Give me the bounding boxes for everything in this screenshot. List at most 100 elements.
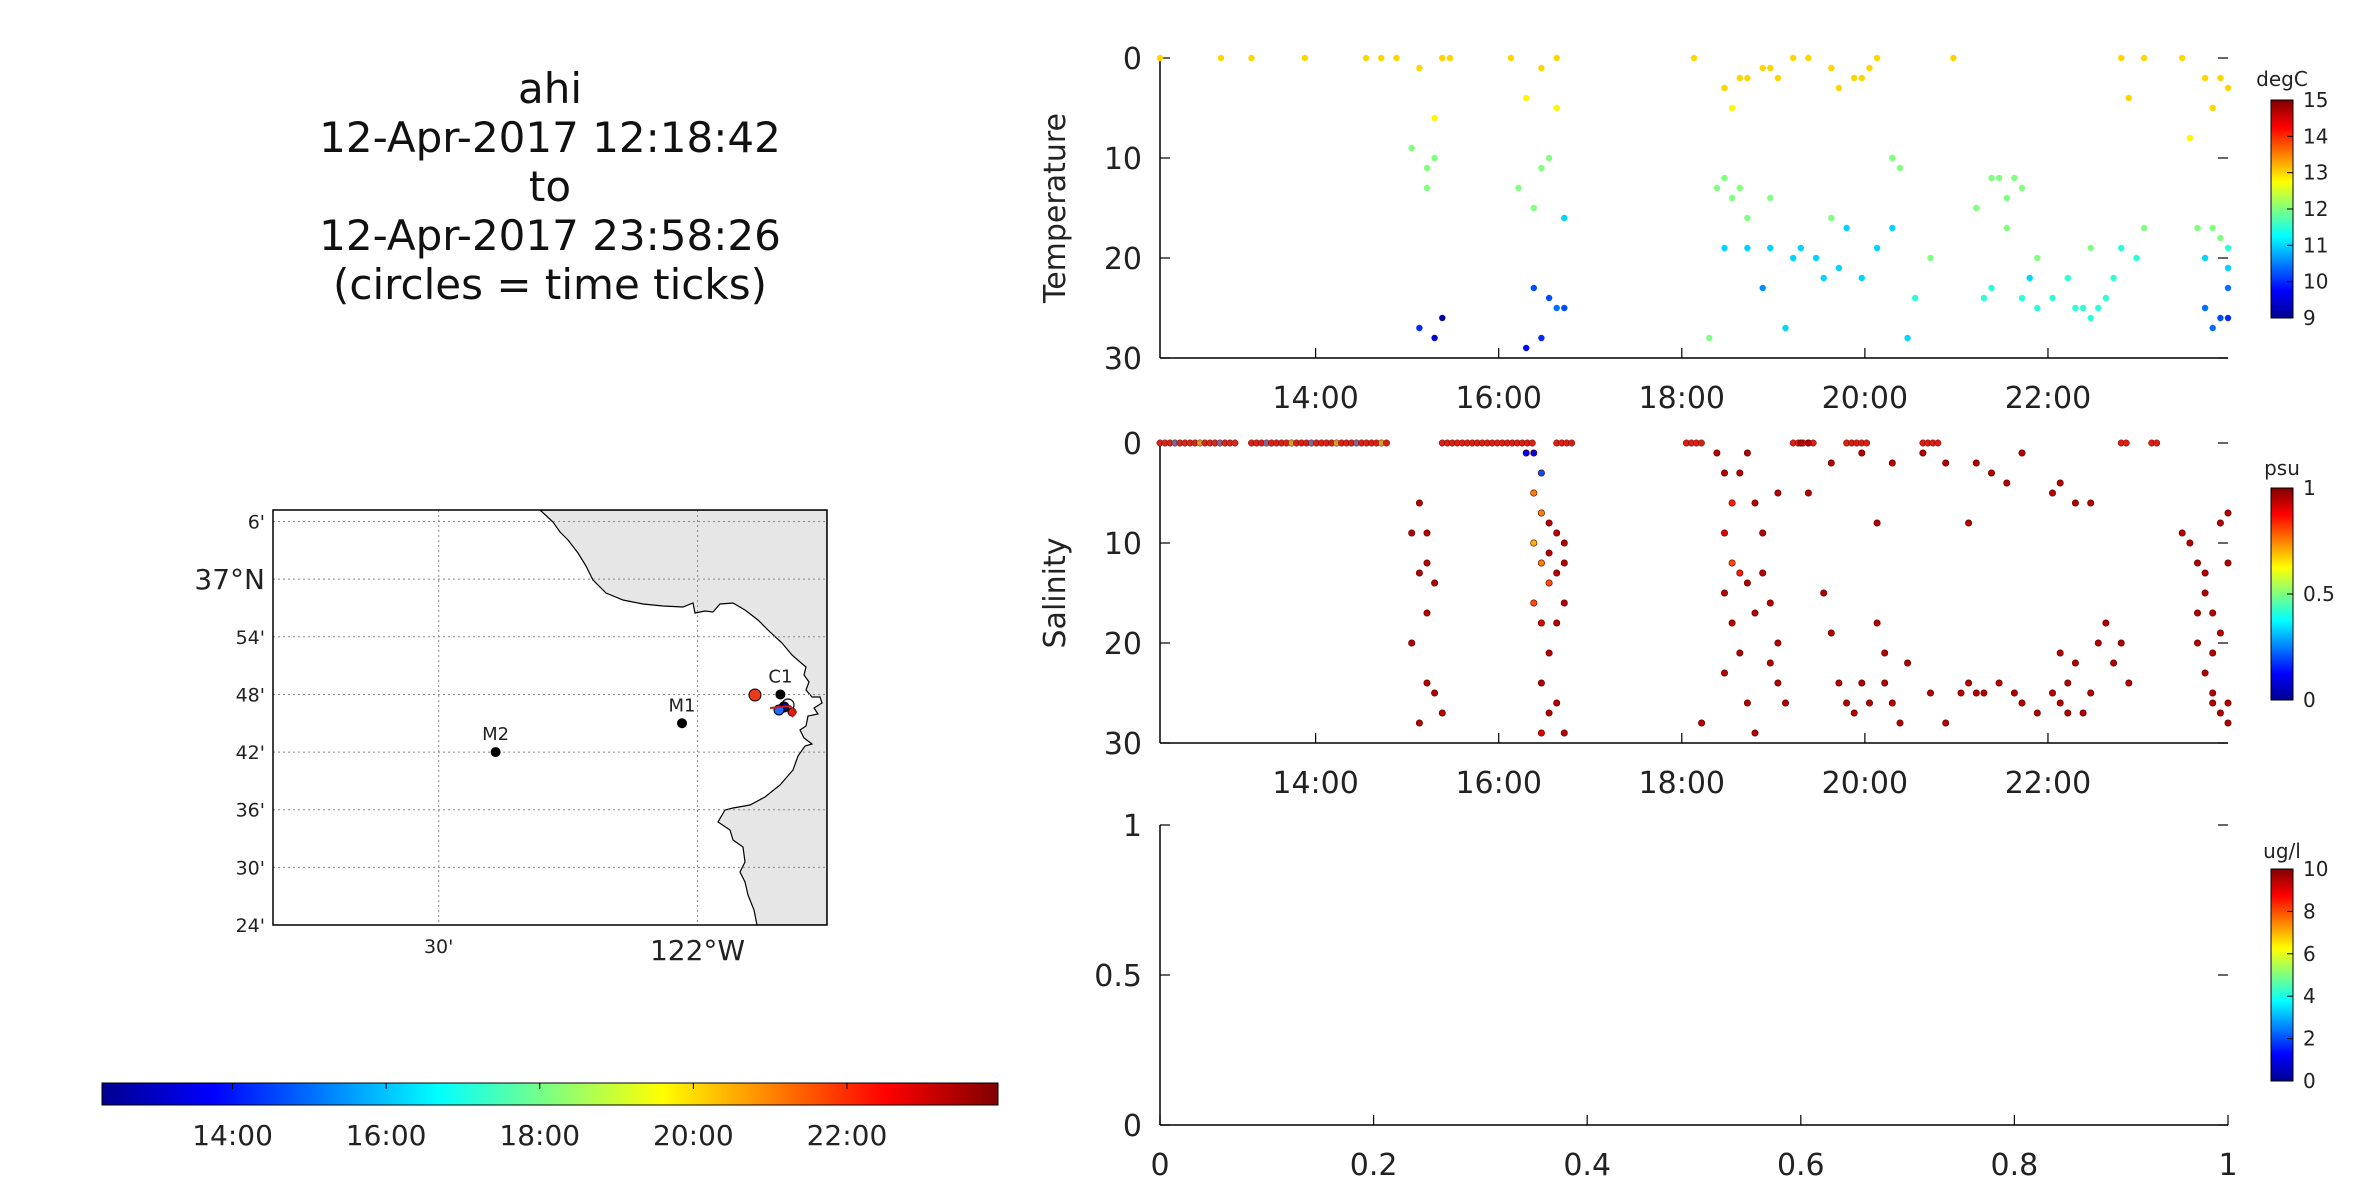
- data-point: [1721, 84, 1728, 92]
- data-point: [1843, 224, 1850, 232]
- data-point: [1553, 304, 1560, 312]
- data-point: [1888, 699, 1896, 707]
- data-point: [1759, 529, 1767, 537]
- data-point: [2201, 569, 2209, 577]
- data-point: [2117, 639, 2125, 647]
- data-point: [1423, 559, 1431, 567]
- data-point: [1439, 314, 1446, 322]
- data-point: [1782, 699, 1790, 707]
- data-point: [1408, 529, 1416, 537]
- data-point: [2224, 559, 2232, 567]
- data-point: [2194, 559, 2202, 567]
- data-point: [2201, 254, 2209, 262]
- data-point: [1560, 539, 1568, 547]
- y-tick-label: 0: [1123, 42, 1142, 77]
- data-point: [1416, 324, 1423, 332]
- colorbar-tick-label: 4: [2303, 984, 2316, 1008]
- track-marker: [748, 688, 762, 702]
- data-point: [2201, 304, 2209, 312]
- data-point: [1766, 659, 1774, 667]
- data-point: [2087, 314, 2094, 322]
- data-point: [2026, 274, 2033, 282]
- track-line: [769, 704, 798, 718]
- data-point: [2102, 619, 2110, 627]
- vehicle-track: [748, 688, 798, 718]
- data-point: [1889, 154, 1896, 162]
- data-point: [2064, 679, 2072, 687]
- data-point: [1797, 244, 1805, 252]
- data-point: [1408, 144, 1415, 152]
- data-point: [2072, 304, 2079, 312]
- data-point: [1858, 449, 1866, 457]
- data-point: [1851, 74, 1858, 82]
- data-point: [1728, 104, 1736, 112]
- data-point: [1362, 54, 1370, 62]
- x-tick-label: 0: [1150, 1148, 1169, 1181]
- data-point: [1446, 54, 1454, 62]
- x-tick-label: 0.6: [1777, 1148, 1825, 1181]
- data-point: [1528, 439, 1536, 447]
- data-point: [1835, 264, 1843, 272]
- data-point: [1873, 54, 1881, 62]
- data-point: [1530, 489, 1538, 497]
- data-point: [2209, 649, 2217, 657]
- data-point: [1743, 699, 1751, 707]
- data-point: [1863, 439, 1871, 447]
- station-label: M1: [669, 695, 696, 716]
- data-point: [2186, 539, 2194, 547]
- y-tick-label: 20: [1104, 242, 1142, 277]
- data-point: [1545, 519, 1553, 527]
- data-point: [1797, 439, 1805, 447]
- colorbar-unit-label: psu: [2264, 456, 2300, 480]
- data-point: [1736, 569, 1744, 577]
- data-point: [1736, 184, 1744, 192]
- data-point: [2224, 509, 2232, 517]
- data-point: [2217, 234, 2224, 242]
- data-point: [2049, 294, 2056, 302]
- data-point: [1934, 439, 1942, 447]
- data-point: [1545, 709, 1553, 717]
- data-point: [1423, 529, 1431, 537]
- data-point: [2102, 294, 2110, 302]
- data-point: [2049, 689, 2057, 697]
- data-point: [1744, 214, 1751, 222]
- x-tick-label: 0.2: [1350, 1148, 1398, 1181]
- colorbar-tick-label: 10: [2303, 857, 2328, 881]
- data-point: [1538, 334, 1545, 342]
- data-point: [1866, 64, 1873, 72]
- data-point: [1553, 54, 1560, 62]
- data-point: [1530, 204, 1538, 212]
- temperature-panel: 0 10 20 30 14:00 16:00 18:00 20:00 22:00 Temperat…: [1038, 42, 2328, 416]
- data-point: [1988, 174, 1995, 182]
- data-point: [1431, 579, 1439, 587]
- data-point: [1858, 274, 1866, 282]
- data-point: [2056, 649, 2064, 657]
- data-point: [1721, 469, 1729, 477]
- colorbar-tick-label: 11: [2303, 233, 2328, 257]
- data-point: [1561, 304, 1568, 312]
- data-point: [1804, 439, 1812, 447]
- data-point: [1423, 184, 1431, 192]
- data-point: [1713, 449, 1721, 457]
- data-point: [2209, 689, 2217, 697]
- colorbar-tick-label: 1: [2303, 476, 2316, 500]
- data-point: [1431, 114, 1438, 122]
- map-lon-label: 122°W: [650, 934, 745, 967]
- data-point: [1698, 719, 1706, 727]
- data-point: [1545, 154, 1553, 162]
- data-point: [1828, 64, 1835, 72]
- x-tick-label: 0.4: [1563, 1148, 1611, 1181]
- data-point: [2018, 699, 2026, 707]
- time-colorbar-tick-label: 20:00: [653, 1119, 734, 1152]
- data-point: [1927, 254, 1934, 262]
- data-point: [1383, 439, 1390, 447]
- data-point: [2186, 134, 2194, 142]
- value-colorbar: [2270, 868, 2294, 1082]
- map-lat-label: 6': [248, 512, 265, 534]
- colorbar-tick-label: 0.5: [2303, 582, 2335, 606]
- data-point: [2064, 274, 2071, 282]
- data-point: [1751, 609, 1759, 617]
- data-point: [1728, 499, 1736, 507]
- colorbar-tick-label: 8: [2303, 899, 2316, 923]
